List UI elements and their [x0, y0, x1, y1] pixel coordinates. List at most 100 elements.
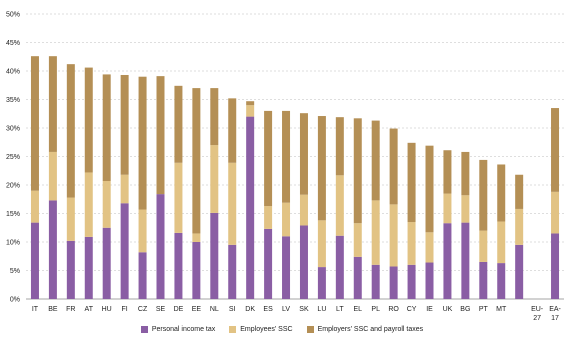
x-tick-label: ES — [263, 306, 273, 313]
x-tick-label: LT — [336, 306, 344, 313]
x-tick-label: 27 — [533, 315, 541, 322]
bar-segment — [84, 172, 93, 237]
x-tick-label: SE — [156, 306, 166, 313]
bar-segment — [299, 225, 308, 299]
y-tick-label: 40% — [6, 69, 20, 76]
bar-segment — [246, 116, 255, 299]
legend: Personal income tax Employees' SSC Emplo… — [0, 326, 564, 333]
bar-segment — [156, 194, 165, 299]
bar-segment — [282, 110, 291, 203]
x-tick-label: PT — [479, 306, 489, 313]
x-tick-label: LU — [317, 306, 326, 313]
bar-segment — [461, 195, 470, 223]
bar-segment — [497, 263, 506, 299]
bar-segment — [443, 223, 452, 299]
y-tick-label: 45% — [6, 40, 20, 47]
bar-segment — [120, 174, 129, 204]
x-tick-label: SK — [299, 306, 309, 313]
y-tick-label: 25% — [6, 154, 20, 161]
legend-label: Employees' SSC — [240, 326, 293, 333]
bar-segment — [299, 113, 308, 195]
bar-segment — [497, 221, 506, 264]
x-tick-label: 17 — [551, 315, 559, 322]
bar-segment — [192, 242, 201, 299]
bar-segment — [461, 151, 470, 196]
bar-segment — [479, 261, 488, 299]
bar-segment — [425, 262, 434, 299]
bar-segment — [299, 194, 308, 226]
bar-segment — [174, 85, 183, 163]
bar-segment — [210, 212, 219, 299]
bar-segment — [389, 204, 398, 267]
bar-segment — [228, 244, 237, 299]
y-tick-label: 15% — [6, 211, 20, 218]
bar-segment — [335, 235, 344, 299]
bar-segment — [84, 236, 93, 299]
legend-swatch — [229, 326, 237, 333]
bar-segment — [264, 110, 273, 207]
bar-segment — [210, 145, 219, 213]
legend-swatch — [140, 326, 148, 333]
bar-segment — [30, 190, 39, 223]
bar-segment — [30, 222, 39, 299]
bar-segment — [443, 150, 452, 194]
y-tick-label: 35% — [6, 97, 20, 104]
bar-segment — [461, 222, 470, 299]
legend-item-personal-income-tax: Personal income tax — [140, 326, 216, 333]
legend-label: Employers' SSC and payroll taxes — [317, 326, 424, 333]
bar-segment — [371, 264, 380, 299]
bar-segment — [371, 120, 380, 201]
bar-segment — [138, 209, 147, 253]
x-tick-label: FR — [66, 306, 75, 313]
bar-segment — [407, 264, 416, 299]
y-tick-label: 20% — [6, 183, 20, 190]
y-tick-label: 10% — [6, 240, 20, 247]
x-tick-label: CZ — [138, 306, 148, 313]
bar-segment — [264, 206, 273, 229]
bar-segment — [48, 151, 57, 201]
x-tick-label: MT — [496, 306, 507, 313]
bar-segment — [353, 256, 362, 299]
bar-segment — [30, 56, 39, 191]
x-tick-label: EE — [192, 306, 202, 313]
bar-segment — [497, 164, 506, 222]
bar-segment — [192, 233, 201, 242]
bar-segment — [479, 230, 488, 262]
bar-segment — [425, 232, 434, 263]
x-tick-label: UK — [443, 306, 453, 313]
bar-segment — [48, 56, 57, 152]
bar-segment — [425, 145, 434, 233]
bar-segment — [102, 227, 111, 299]
bar-segment — [210, 88, 219, 146]
bar-segment — [282, 202, 291, 237]
x-tick-label: PL — [371, 306, 380, 313]
bar-segment — [120, 203, 129, 299]
bar-segment — [317, 220, 326, 268]
bar-segment — [228, 162, 237, 245]
bar-segment — [443, 193, 452, 224]
bar-segment — [84, 67, 93, 173]
x-tick-label: NL — [210, 306, 219, 313]
bar-segment — [282, 236, 291, 299]
legend-label: Personal income tax — [151, 326, 216, 333]
bar-segment — [246, 105, 255, 117]
x-tick-label: RO — [388, 306, 399, 313]
bar-segment — [515, 174, 524, 209]
bar-segment — [407, 222, 416, 265]
x-tick-label: BE — [48, 306, 58, 313]
bar-segment — [48, 200, 57, 299]
x-tick-label: BG — [460, 306, 470, 313]
bar-segment — [389, 266, 398, 299]
x-tick-label: EA- — [549, 306, 561, 313]
bar-segment — [407, 142, 416, 223]
x-tick-label: IT — [32, 306, 39, 313]
bar-segment — [317, 267, 326, 299]
bar-segment — [317, 116, 326, 221]
bar-segment — [102, 74, 111, 182]
bar-segment — [102, 181, 111, 228]
bar-segment — [192, 88, 201, 234]
bar-segment — [551, 233, 560, 299]
legend-swatch — [306, 326, 314, 333]
y-tick-label: 50% — [6, 12, 20, 19]
bar-segment — [66, 64, 75, 198]
